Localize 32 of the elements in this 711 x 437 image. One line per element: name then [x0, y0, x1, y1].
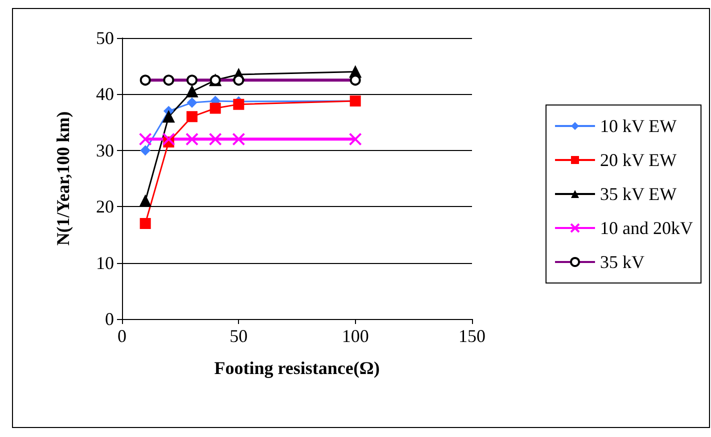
y-axis-title: N(1/Year,100 km): [53, 111, 73, 246]
x-tick-label: 0: [118, 326, 126, 346]
legend-label: 10 and 20kV: [600, 218, 694, 238]
point: [186, 111, 198, 122]
point: [210, 102, 221, 114]
point: [232, 132, 246, 146]
x-tick-label: 100: [342, 326, 369, 346]
y-tick-label: 0: [105, 309, 114, 329]
x-tick-label: 50: [230, 326, 248, 346]
y-tick-label: 20: [96, 196, 114, 217]
y-tick-label: 40: [96, 84, 114, 104]
point: [208, 132, 222, 146]
point: [140, 145, 150, 156]
y-tick-label: 50: [96, 28, 114, 48]
point: [162, 110, 175, 123]
y-tick-label: 10: [96, 252, 114, 273]
point: [162, 132, 176, 146]
x-tick-label: 150: [458, 326, 486, 346]
legend-label: 10 kV EW: [600, 116, 677, 136]
x-axis-title: Footing resistance(Ω): [214, 358, 380, 378]
point: [140, 218, 151, 229]
point: [348, 132, 362, 146]
point: [187, 98, 197, 108]
point: [139, 194, 152, 207]
point: [138, 132, 152, 146]
point: [233, 98, 244, 110]
point: [186, 132, 198, 146]
legend-label: 35 kV: [600, 252, 645, 272]
point: [186, 85, 198, 98]
y-tick-label: 30: [96, 140, 114, 160]
legend-label: 20 kV EW: [600, 150, 677, 170]
legend-label: 35 kV EW: [600, 184, 677, 204]
